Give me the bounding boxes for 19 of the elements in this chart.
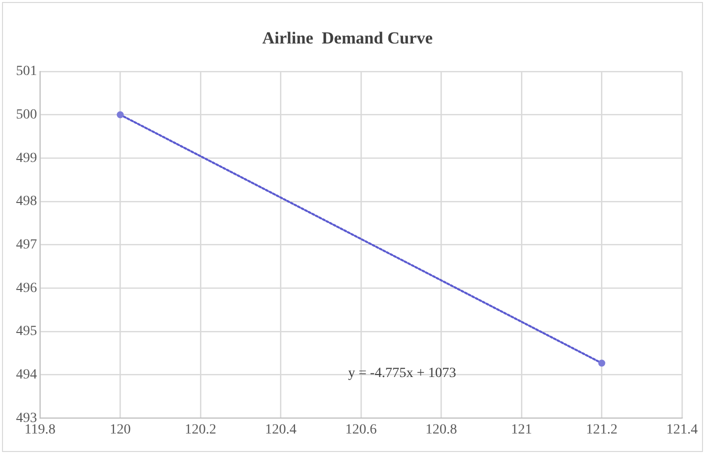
y-tick-label: 494 [16, 368, 37, 383]
x-tick-label: 121 [511, 422, 532, 438]
y-tick-label: 496 [16, 280, 37, 296]
y-tick-label: 501 [16, 64, 37, 80]
y-tick-label: 497 [16, 237, 37, 252]
y-tick-label: 498 [16, 194, 37, 210]
annotation: y = -4.775x + 1073 [348, 366, 456, 381]
y-tick-label: 495 [16, 324, 37, 340]
x-tick-label: 121.4 [666, 422, 698, 438]
y-tick-label: 500 [16, 107, 37, 122]
y-tick-label: 499 [16, 150, 37, 166]
x-tick-label: 121.2 [586, 422, 618, 438]
x-tick-label: 120.4 [265, 422, 296, 438]
x-tick-label: 120.2 [184, 422, 216, 438]
chart-title: Airline Demand Curve [262, 28, 434, 48]
x-tick-label: 119.8 [24, 422, 56, 438]
x-tick-label: 120.8 [426, 422, 457, 438]
x-tick-label: 120 [110, 422, 131, 438]
x-tick-label: 120.6 [345, 422, 377, 438]
